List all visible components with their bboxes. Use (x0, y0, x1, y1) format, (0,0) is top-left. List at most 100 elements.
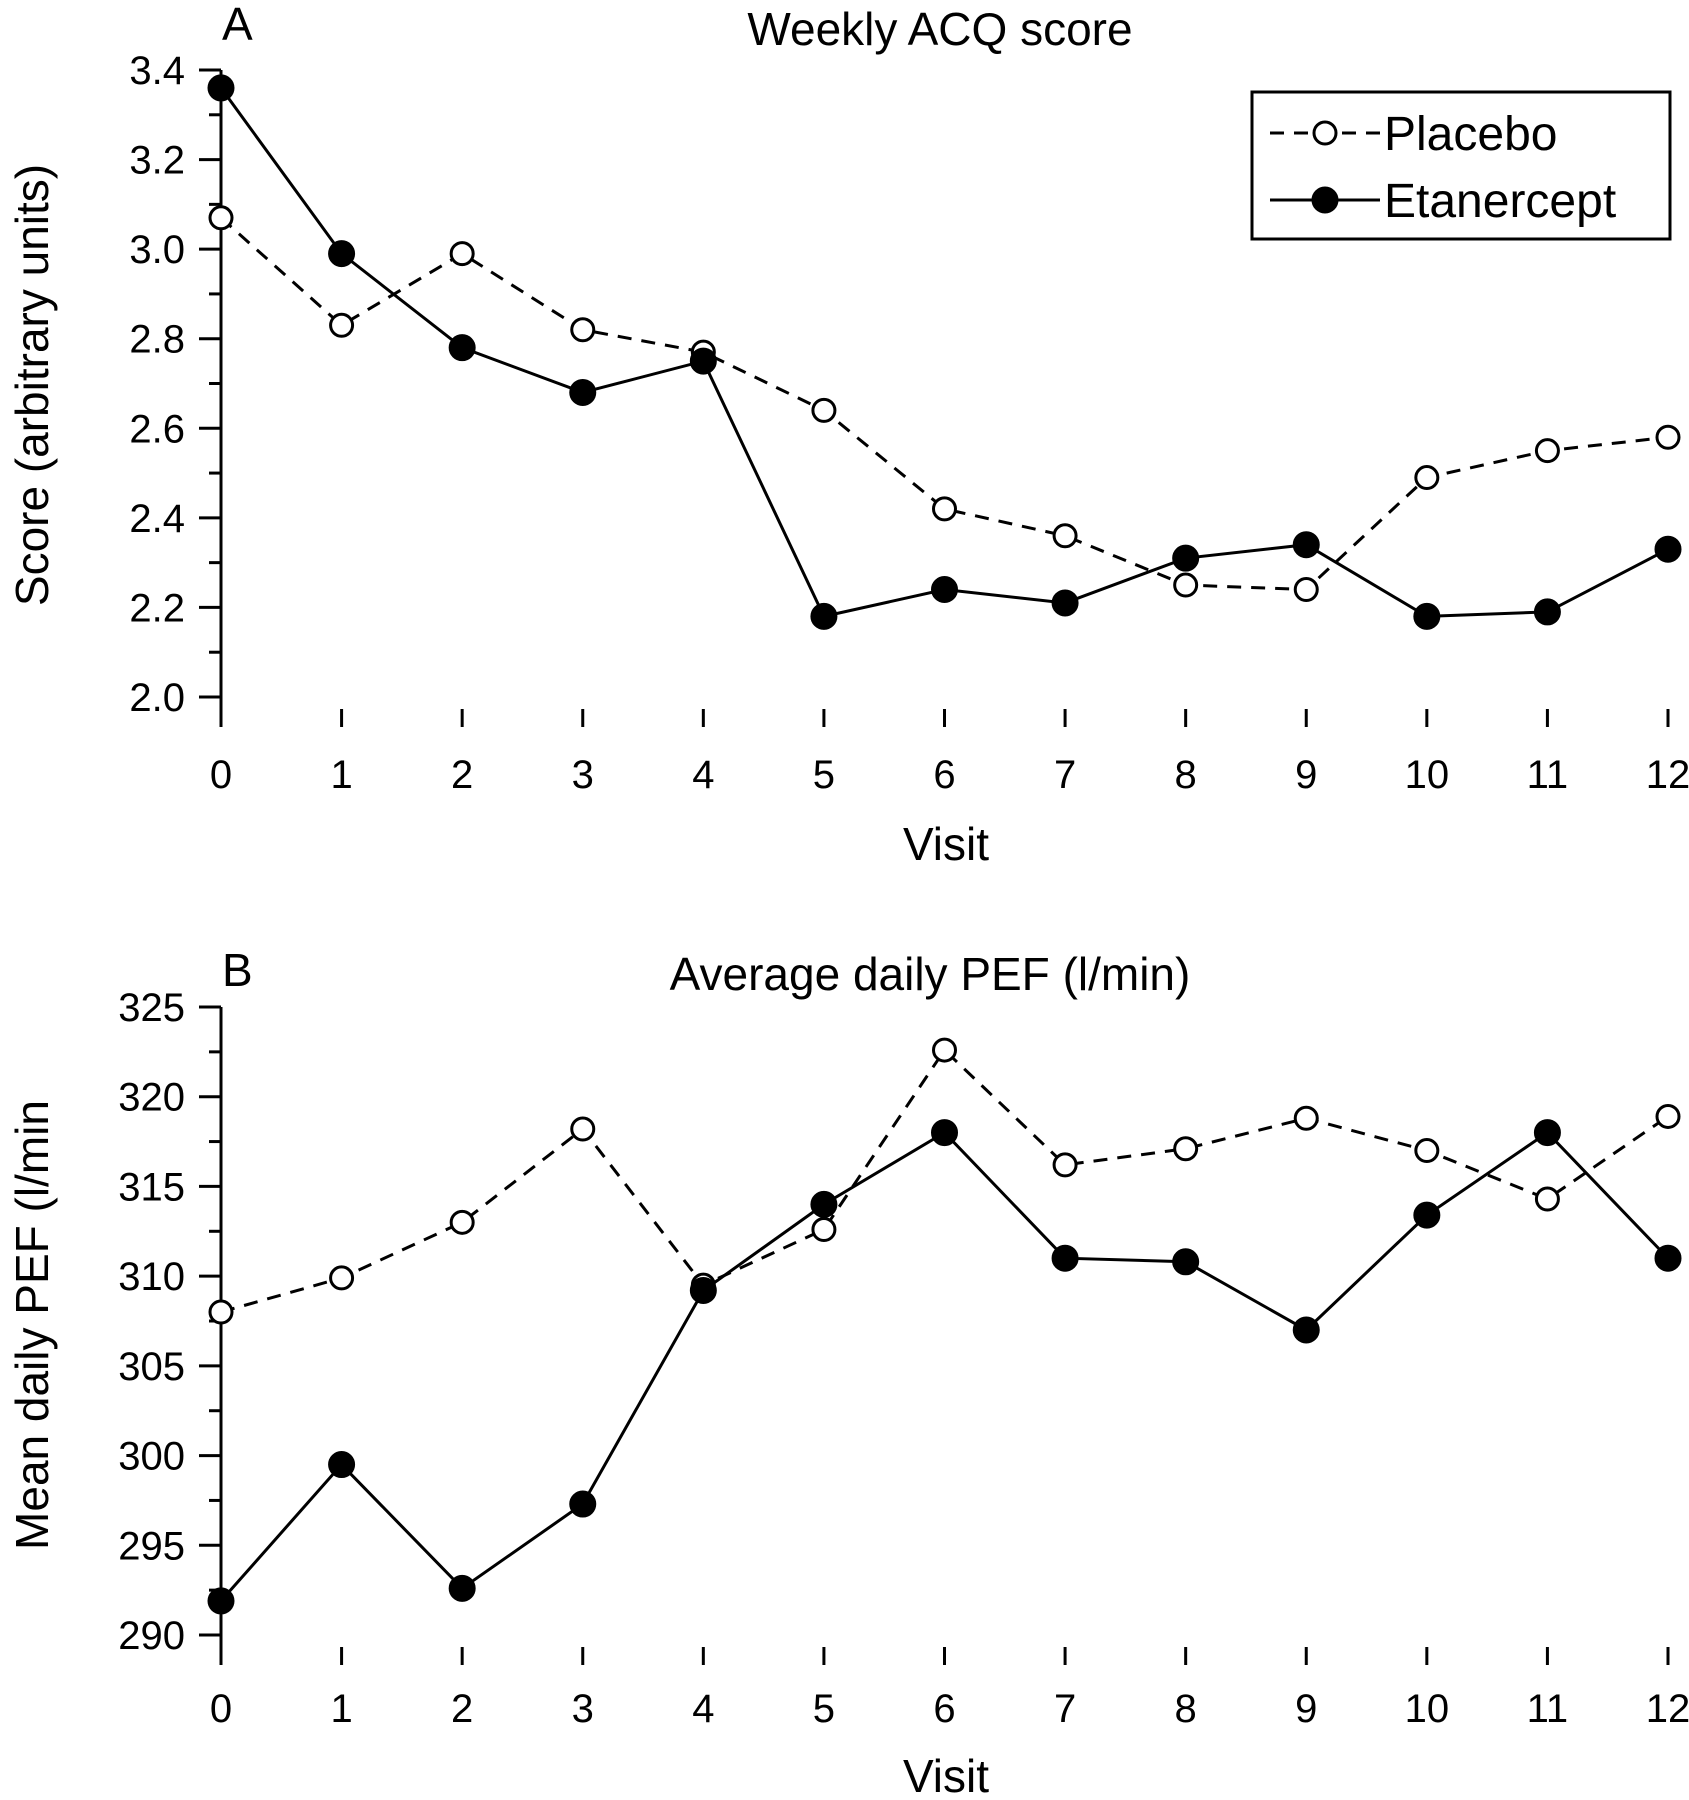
pef-y-tick-label: 310 (118, 1255, 185, 1299)
acq-x-tick-label: 6 (933, 753, 955, 797)
pef-placebo-point (208, 1299, 234, 1325)
pef-y-tick-label: 300 (118, 1435, 185, 1479)
acq-y-axis-title: Score (arbitrary units) (6, 164, 58, 606)
pef-chart-title: Average daily PEF (l/min) (670, 948, 1191, 1000)
pef-plot-area (207, 1037, 1682, 1615)
acq-placebo-line (220, 216, 1669, 592)
pef-etanercept-point (810, 1190, 838, 1218)
acq-etanercept-point (931, 576, 958, 604)
pef-x-tick-label: 10 (1405, 1687, 1450, 1731)
pef-y-tick-label: 290 (118, 1614, 185, 1658)
pef-y-tick-label: 295 (118, 1524, 185, 1568)
pef-etanercept-point (1413, 1201, 1441, 1229)
pef-etanercept-point (689, 1276, 717, 1304)
pef-etanercept-point (1051, 1244, 1079, 1272)
acq-etanercept-point (1051, 589, 1079, 617)
acq-placebo-point (329, 312, 355, 338)
acq-etanercept-point (448, 334, 476, 362)
acq-placebo-point (932, 496, 957, 522)
acq-chart-title: Weekly ACQ score (747, 3, 1132, 55)
acq-etanercept-point (1172, 544, 1200, 572)
acq-axes: 2.02.22.42.62.83.03.23.40 1 2 3 4 5 6 7 8 9 10 11 12 (129, 49, 1689, 797)
acq-placebo-point (449, 241, 475, 267)
pef-x-tick-label: 11 (1527, 1687, 1569, 1731)
acq-y-tick-label: 2.2 (129, 586, 185, 630)
acq-x-tick-label: 9 (1295, 753, 1317, 797)
acq-y-tick-label: 2.8 (129, 318, 185, 362)
pef-x-tick-label: 7 (1054, 1687, 1076, 1731)
pef-y-tick-label: 305 (118, 1345, 185, 1389)
pef-placebo-point (1173, 1136, 1199, 1162)
pef-placebo-point (570, 1116, 596, 1142)
legend-placebo-marker (1312, 120, 1338, 146)
acq-x-axis-title: Visit (903, 818, 989, 870)
acq-y-tick-label: 2.6 (129, 407, 185, 451)
pef-placebo-point (329, 1265, 355, 1291)
legend-placebo-label: Placebo (1384, 108, 1557, 161)
pef-placebo-point (1534, 1186, 1560, 1212)
legend-box (1250, 90, 1672, 241)
acq-y-tick-label: 2.0 (129, 676, 185, 720)
pef-x-tick-label: 1 (330, 1687, 352, 1731)
acq-etanercept-point (810, 602, 838, 630)
acq-etanercept-point (1654, 535, 1682, 563)
acq-y-tick-label: 3.4 (129, 49, 185, 93)
acq-placebo-point (1414, 465, 1440, 491)
pef-placebo-point (449, 1209, 475, 1235)
pef-x-tick-label: 12 (1646, 1687, 1689, 1731)
pef-etanercept-point (207, 1587, 235, 1615)
pef-x-axis-title: Visit (903, 1750, 989, 1800)
acq-x-tick-label: 11 (1527, 753, 1569, 797)
pef-etanercept-line (219, 1130, 1670, 1602)
pef-etanercept-point (1172, 1248, 1200, 1276)
pef-etanercept-point (931, 1119, 958, 1147)
acq-etanercept-point (1413, 602, 1441, 630)
acq-x-tick-label: 10 (1405, 753, 1450, 797)
acq-etanercept-point (328, 240, 356, 268)
pef-etanercept-point (1654, 1244, 1682, 1272)
pef-placebo-line (220, 1047, 1669, 1314)
pef-x-tick-label: 4 (692, 1687, 714, 1731)
pef-placebo-point (1293, 1105, 1319, 1131)
pef-placebo-point (811, 1216, 837, 1242)
acq-etanercept-point (689, 347, 717, 375)
acq-x-tick-label: 12 (1646, 753, 1689, 797)
acq-placebo-point (811, 397, 837, 423)
pef-panel: B Average daily PEF (l/min) 290 295 300 305… (6, 944, 1689, 1800)
acq-placebo-point (1293, 577, 1319, 603)
pef-etanercept-point (328, 1451, 356, 1479)
pef-y-tick-label: 320 (118, 1076, 185, 1120)
acq-x-tick-label: 8 (1175, 753, 1197, 797)
pef-etanercept-point (1292, 1316, 1320, 1344)
pef-y-tick-label: 315 (118, 1165, 185, 1209)
acq-x-tick-label: 4 (692, 753, 714, 797)
acq-etanercept-point (1533, 598, 1561, 626)
acq-x-tick-label: 7 (1054, 753, 1076, 797)
pef-x-tick-label: 6 (933, 1687, 955, 1731)
panel-b-letter: B (222, 944, 253, 996)
acq-placebo-point (1534, 438, 1560, 464)
acq-x-tick-label: 3 (572, 753, 594, 797)
legend-etanercept-label: Etanercept (1384, 175, 1616, 228)
pef-x-tick-label: 2 (451, 1687, 473, 1731)
acq-y-tick-label: 2.4 (129, 497, 185, 541)
acq-placebo-point (1052, 523, 1078, 549)
pef-placebo-point (1414, 1138, 1440, 1164)
acq-etanercept-point (569, 378, 597, 406)
pef-x-tick-label: 8 (1175, 1687, 1197, 1731)
acq-x-tick-label: 0 (210, 753, 232, 797)
panel-a-letter: A (222, 0, 253, 50)
pef-y-tick-label: 325 (118, 986, 185, 1030)
acq-x-tick-label: 1 (330, 753, 352, 797)
acq-x-tick-label: 5 (813, 753, 835, 797)
pef-etanercept-point (448, 1574, 476, 1602)
acq-y-tick-label: 3.2 (129, 139, 185, 183)
acq-placebo-point (1173, 572, 1199, 598)
pef-x-tick-label: 5 (813, 1687, 835, 1731)
acq-placebo-point (570, 317, 596, 343)
acq-placebo-point (1655, 424, 1681, 450)
pef-placebo-point (932, 1037, 957, 1063)
pef-etanercept-point (569, 1490, 597, 1518)
